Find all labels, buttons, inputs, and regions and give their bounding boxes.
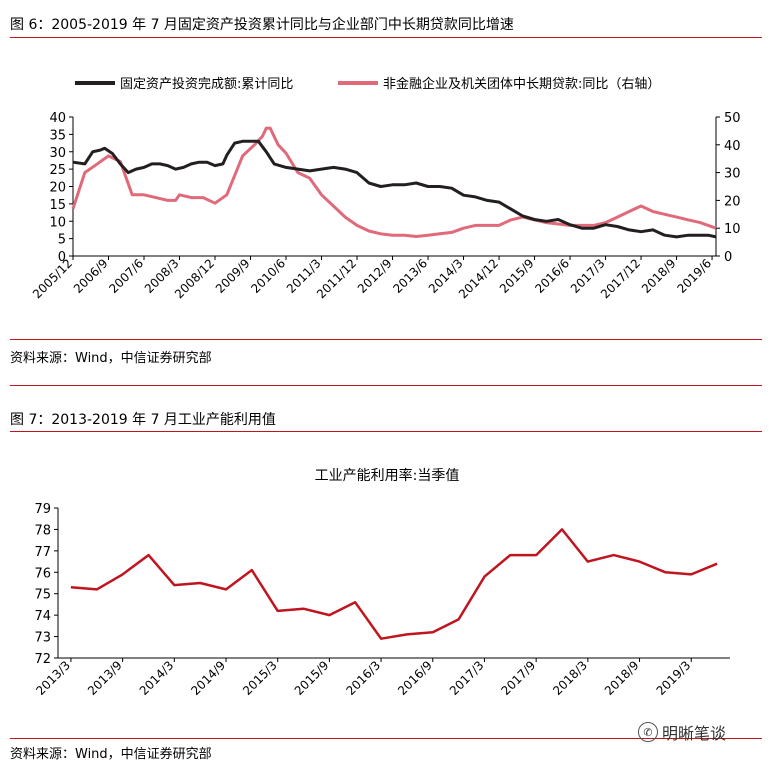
x-tick-label: 2007/6 bbox=[106, 256, 146, 296]
right-tick-label: 30 bbox=[724, 167, 741, 182]
x-tick-label: 2008/12 bbox=[172, 256, 217, 301]
x-tick-label: 2006/9 bbox=[71, 256, 111, 296]
figure1-source: 资料来源：Wind，中信证券研究部 bbox=[10, 351, 212, 366]
series-capacity-utilization bbox=[70, 528, 718, 640]
left-tick-label: 25 bbox=[49, 163, 66, 178]
y-tick-label: 79 bbox=[34, 502, 51, 517]
figure2-title-rule bbox=[10, 431, 762, 432]
figure2-title: 图 7：2013-2019 年 7 月工业产能利用值 bbox=[10, 412, 276, 428]
legend-label-2: 非金融企业及机关团体中长期贷款:同比（右轴） bbox=[383, 76, 660, 92]
wechat-icon: ✆ bbox=[638, 722, 658, 742]
y-tick-label: 74 bbox=[34, 609, 51, 624]
y-tick-label: 73 bbox=[34, 631, 51, 646]
watermark: ✆ 明晰笔谈 bbox=[638, 720, 726, 744]
x-tick-label: 2015/3 bbox=[240, 658, 280, 698]
left-tick-label: 40 bbox=[49, 111, 66, 126]
series-fixed-asset-investment bbox=[72, 139, 717, 239]
series-corporate-long-term-loans bbox=[71, 126, 717, 238]
x-tick-label: 2017/12 bbox=[598, 256, 643, 301]
figure1-bottom-rule bbox=[10, 339, 762, 340]
figure2-top-rule bbox=[10, 385, 762, 386]
watermark-text: 明晰笔谈 bbox=[662, 724, 727, 743]
right-tick-label: 0 bbox=[724, 250, 732, 265]
x-tick-label: 2005/12 bbox=[30, 256, 75, 301]
figure1-title: 图 6：2005-2019 年 7 月固定资产投资累计同比与企业部门中长期贷款同… bbox=[10, 17, 514, 33]
x-tick-label: 2013/9 bbox=[85, 658, 125, 698]
y-tick-label: 72 bbox=[34, 652, 51, 667]
x-tick-label: 2016/3 bbox=[343, 658, 383, 698]
x-tick-label: 2018/9 bbox=[602, 658, 642, 698]
x-tick-label: 2018/3 bbox=[550, 658, 590, 698]
chart2-title: 工业产能利用率:当季值 bbox=[315, 467, 460, 484]
figure1-title-rule bbox=[10, 37, 762, 38]
x-tick-label: 2017/9 bbox=[499, 658, 539, 698]
left-tick-label: 10 bbox=[49, 215, 66, 230]
x-tick-label: 2015/9 bbox=[497, 256, 537, 296]
left-tick-label: 35 bbox=[49, 128, 66, 143]
left-tick-label: 0 bbox=[58, 250, 66, 265]
y-tick-label: 77 bbox=[34, 545, 51, 560]
right-tick-label: 50 bbox=[724, 111, 741, 126]
x-tick-label: 2015/9 bbox=[292, 658, 332, 698]
x-tick-label: 2018/9 bbox=[639, 256, 679, 296]
right-tick-label: 20 bbox=[724, 194, 741, 209]
right-tick-label: 40 bbox=[724, 139, 741, 154]
x-tick-label: 2012/9 bbox=[355, 256, 395, 296]
y-tick-label: 76 bbox=[34, 566, 51, 581]
left-tick-label: 5 bbox=[58, 233, 66, 248]
figure2-source: 资料来源：Wind，中信证券研究部 bbox=[10, 747, 212, 762]
x-tick-label: 2013/6 bbox=[390, 256, 430, 296]
y-tick-label: 78 bbox=[34, 523, 51, 538]
right-tick-label: 10 bbox=[724, 222, 741, 237]
x-tick-label: 2014/3 bbox=[137, 658, 177, 698]
chart1: 固定资产投资完成额:累计同比 非金融企业及机关团体中长期贷款:同比（右轴） 0 5 10… bbox=[30, 76, 741, 301]
left-tick-label: 30 bbox=[49, 146, 66, 161]
x-tick-label: 2014/12 bbox=[456, 256, 501, 301]
x-tick-label: 2019/3 bbox=[654, 658, 694, 698]
legend-label-1: 固定资产投资完成额:累计同比 bbox=[120, 76, 293, 92]
x-tick-label: 2014/9 bbox=[188, 658, 228, 698]
figure2-bottom-rule bbox=[10, 738, 762, 739]
left-tick-label: 20 bbox=[49, 181, 66, 196]
y-tick-label: 75 bbox=[34, 588, 51, 603]
x-tick-label: 2019/6 bbox=[674, 256, 714, 296]
x-tick-label: 2010/6 bbox=[248, 256, 288, 296]
left-tick-label: 15 bbox=[49, 198, 66, 213]
x-tick-label: 2016/9 bbox=[395, 658, 435, 698]
x-tick-label: 2011/12 bbox=[314, 256, 359, 301]
x-tick-label: 2009/9 bbox=[213, 256, 253, 296]
x-tick-label: 2017/3 bbox=[447, 658, 487, 698]
x-tick-label: 2016/6 bbox=[532, 256, 572, 296]
